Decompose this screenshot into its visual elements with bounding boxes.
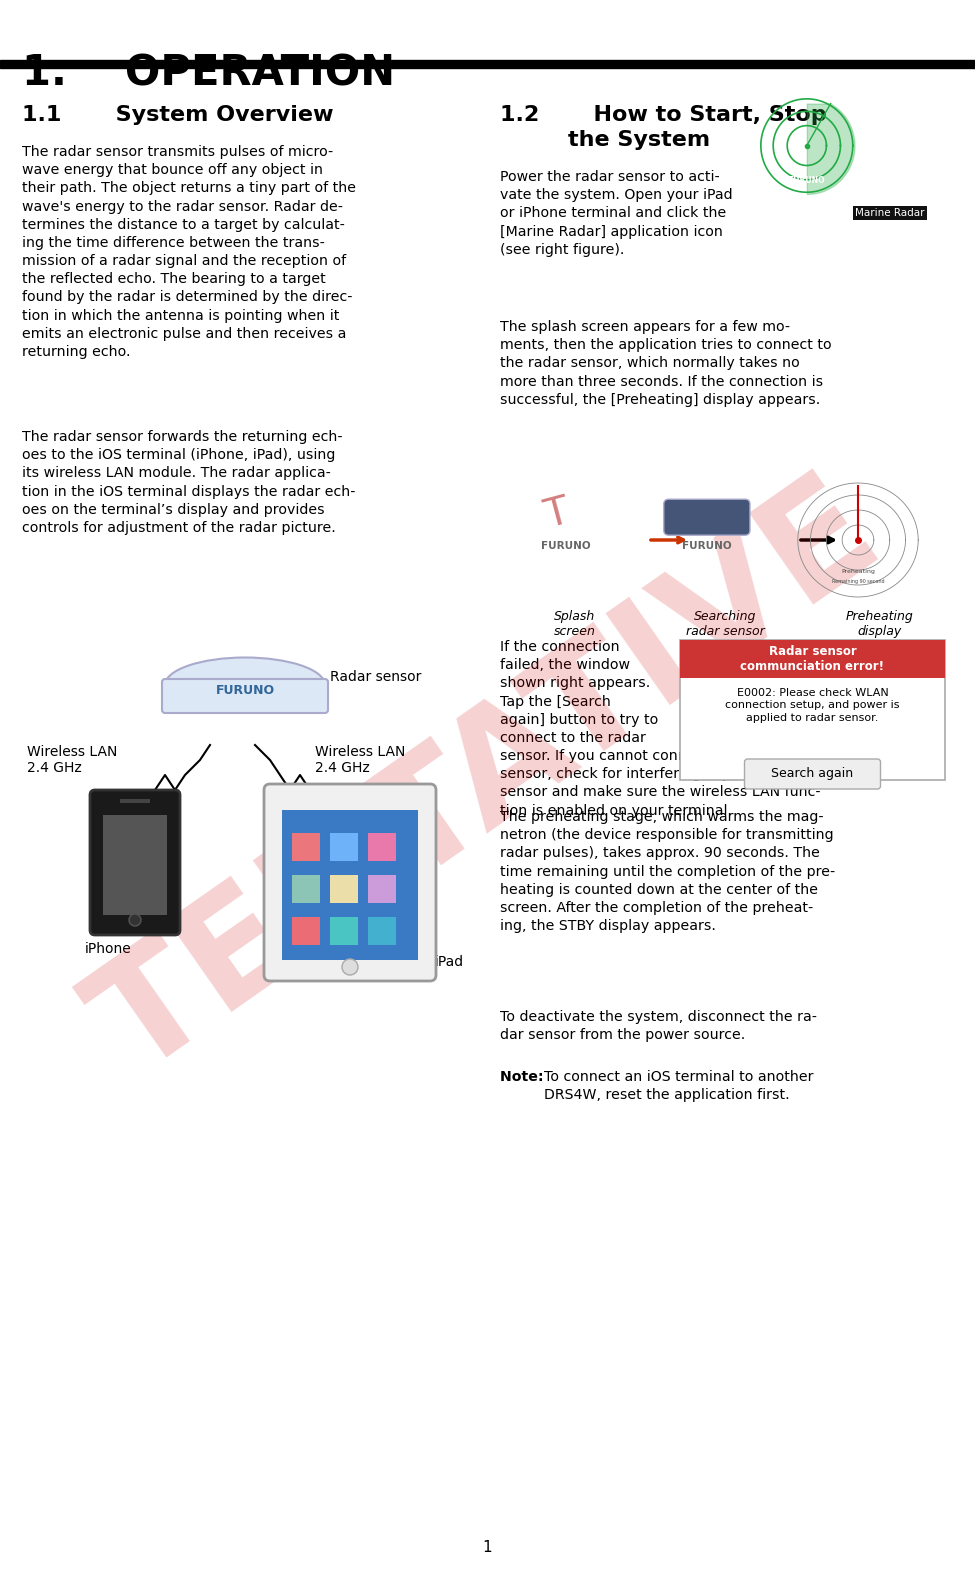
Circle shape [342,959,358,975]
Circle shape [129,914,141,925]
Text: iPhone: iPhone [85,941,132,956]
Text: Note:: Note: [500,1069,549,1084]
Text: Remaining 90 second: Remaining 90 second [832,579,884,584]
Text: Wireless LAN
2.4 GHz: Wireless LAN 2.4 GHz [27,745,117,775]
Text: FURUNO: FURUNO [541,541,590,551]
Text: 1.    OPERATION: 1. OPERATION [22,52,395,93]
Text: To deactivate the system, disconnect the ra-
dar sensor from the power source.: To deactivate the system, disconnect the… [500,1009,817,1043]
Text: If the connection
failed, the window
shown right appears.
Tap the [Search
again]: If the connection failed, the window sho… [500,641,822,818]
FancyBboxPatch shape [90,789,180,935]
Text: Power the radar sensor to acti-
vate the system. Open your iPad
or iPhone termin: Power the radar sensor to acti- vate the… [500,169,732,256]
Ellipse shape [165,658,325,712]
Bar [120,799,150,804]
Bar [368,875,396,903]
Text: Splash
screen: Splash screen [554,611,596,638]
Text: T: T [540,494,573,536]
Bar [330,834,358,861]
Text: DRS
4W: DRS 4W [759,93,770,104]
Text: 1: 1 [483,1541,491,1555]
Bar [368,834,396,861]
FancyBboxPatch shape [664,500,750,535]
FancyBboxPatch shape [264,785,436,981]
Bar [0,0,975,60]
Bar [292,875,320,903]
FancyBboxPatch shape [680,641,945,780]
Text: Radar sensor
communciation error!: Radar sensor communciation error! [740,645,884,672]
Bar [292,918,320,944]
FancyBboxPatch shape [745,759,880,789]
Text: The preheating stage, which warms the mag-
netron (the device responsible for tr: The preheating stage, which warms the ma… [500,810,836,933]
Text: FURUNO: FURUNO [789,176,825,185]
Text: Preheating: Preheating [841,570,875,574]
Bar [0,60,975,68]
Text: The radar sensor transmits pulses of micro-
wave energy that bounce off any obje: The radar sensor transmits pulses of mic… [22,146,356,359]
Text: To connect an iOS terminal to another
DRS4W, reset the application first.: To connect an iOS terminal to another DR… [544,1069,813,1103]
FancyBboxPatch shape [162,679,328,713]
Bar [680,641,945,679]
Bar [330,875,358,903]
Text: TENTATIVE: TENTATIVE [68,456,906,1104]
Text: FURUNO: FURUNO [682,541,731,551]
Bar [368,918,396,944]
Text: FURUNO: FURUNO [215,683,275,696]
Text: Wireless LAN
2.4 GHz: Wireless LAN 2.4 GHz [315,745,406,775]
Bar [282,810,418,960]
Text: the System: the System [568,130,710,150]
Text: 1.2       How to Start, Stop: 1.2 How to Start, Stop [500,104,827,125]
Text: The radar sensor forwards the returning ech-
oes to the iOS terminal (iPhone, iP: The radar sensor forwards the returning … [22,430,356,535]
Text: Radar sensor: Radar sensor [330,671,421,683]
Text: Search again: Search again [771,767,853,780]
Text: Searching
radar sensor: Searching radar sensor [685,611,764,638]
Bar [103,815,167,914]
Text: Preheating
display: Preheating display [846,611,914,638]
Text: E0002: Please check WLAN
connection setup, and power is
applied to radar sensor.: E0002: Please check WLAN connection setu… [725,688,900,723]
Text: 1.1       System Overview: 1.1 System Overview [22,104,333,125]
Text: Marine Radar: Marine Radar [855,207,924,218]
Text: iPad: iPad [435,956,464,970]
Bar [330,918,358,944]
Text: The splash screen appears for a few mo-
ments, then the application tries to con: The splash screen appears for a few mo- … [500,320,832,407]
Bar [292,834,320,861]
